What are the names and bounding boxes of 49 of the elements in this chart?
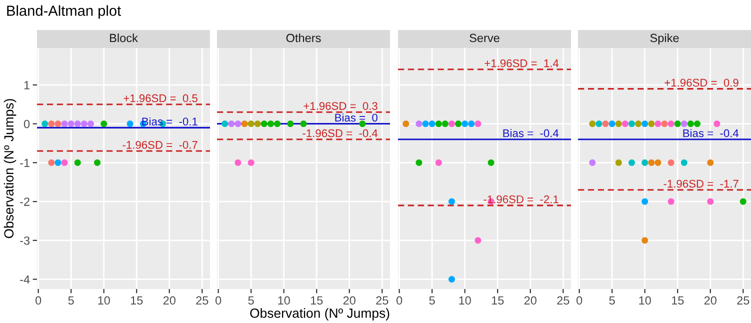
x-tick-label: 5 bbox=[609, 296, 615, 305]
y-tick-label: -3 bbox=[20, 236, 30, 245]
y-tick-label: -2 bbox=[20, 198, 30, 206]
ref-line-label: Bias = -0.4 bbox=[503, 128, 559, 138]
ref-line-label: +1.96SD = 0.9 bbox=[664, 78, 738, 87]
x-tick-label: 20 bbox=[704, 296, 716, 305]
x-tick-label: 25 bbox=[737, 296, 750, 305]
x-tick-label: 5 bbox=[68, 296, 74, 305]
chart-title: Bland-Altman plot bbox=[7, 5, 121, 19]
chart-subtitle: Others bbox=[286, 34, 321, 42]
ref-line-label: -1.96SD = -2.1 bbox=[484, 195, 558, 204]
ref-line-label: -1.96SD = -0.7 bbox=[122, 140, 198, 149]
y-axis-title: Observation (Nº Jumps) bbox=[4, 99, 16, 238]
x-tick-label: 10 bbox=[278, 296, 290, 305]
x-tick-label: 10 bbox=[98, 296, 110, 305]
x-tick-label: 25 bbox=[376, 296, 388, 305]
x-tick-label: 0 bbox=[576, 296, 582, 305]
x-tick-label: 20 bbox=[524, 296, 536, 305]
x-tick-label: 10 bbox=[639, 296, 651, 305]
x-tick-label: 15 bbox=[672, 296, 684, 305]
x-tick-label: 25 bbox=[557, 296, 570, 305]
x-tick-label: 20 bbox=[343, 296, 356, 305]
x-axis-title: Observation (Nº Jumps) bbox=[250, 308, 390, 320]
ref-line-label: -1.96SD = -1.7 bbox=[664, 180, 738, 188]
x-tick-label: 0 bbox=[35, 296, 42, 305]
y-tick-label: -4 bbox=[20, 275, 30, 284]
ref-line-label: +1.96SD = 0.3 bbox=[304, 102, 378, 110]
x-tick-label: 15 bbox=[492, 296, 504, 305]
ref-line-label: +1.96SD = 1.4 bbox=[484, 59, 559, 68]
ref-line-label: Bias = -0.4 bbox=[683, 128, 739, 138]
ref-line-label: Bias = 0 bbox=[335, 113, 378, 122]
y-tick-label: 1 bbox=[24, 81, 30, 90]
chart-subtitle: Spike bbox=[650, 34, 679, 44]
ref-line-label: +1.96SD = 0.5 bbox=[124, 94, 198, 102]
ref-line-label: -1.96SD = -0.4 bbox=[302, 129, 378, 138]
x-tick-label: 20 bbox=[163, 296, 176, 305]
x-tick-label: 5 bbox=[429, 296, 435, 305]
x-tick-label: 5 bbox=[248, 296, 254, 305]
x-tick-label: 15 bbox=[310, 296, 323, 305]
x-tick-label: 15 bbox=[130, 296, 143, 305]
x-tick-label: 0 bbox=[396, 296, 402, 305]
y-tick-label: -1 bbox=[20, 158, 30, 167]
chart-subtitle: Block bbox=[110, 34, 138, 42]
x-tick-label: 10 bbox=[459, 296, 471, 305]
ref-line-label: Bias = -0.1 bbox=[142, 117, 198, 126]
x-tick-label: 25 bbox=[196, 296, 208, 305]
x-tick-label: 0 bbox=[215, 296, 222, 305]
chart-subtitle: Serve bbox=[470, 34, 500, 42]
y-tick-label: 0 bbox=[24, 120, 30, 128]
